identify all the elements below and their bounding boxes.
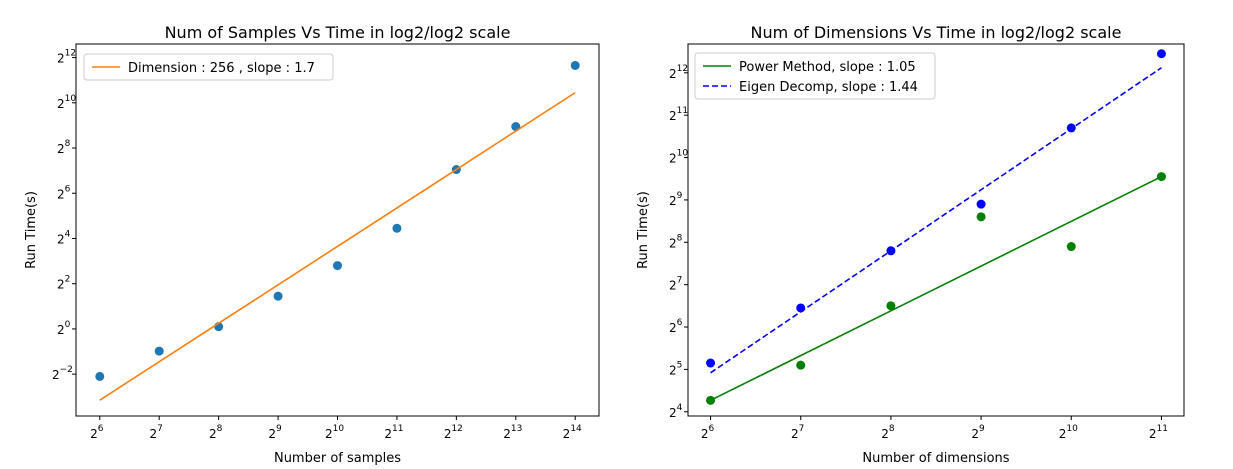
y-axis-label: Run Time(s) (636, 191, 651, 269)
x-tick-label: 211 (384, 424, 403, 441)
x-tick-label: 210 (1059, 424, 1078, 441)
y-tick-label: 212 (57, 49, 76, 66)
x-tick-label: 28 (209, 424, 223, 441)
data-point (886, 301, 896, 311)
x-tick-label: 27 (791, 424, 804, 441)
data-point (392, 223, 402, 233)
x-tick-label: 29 (268, 424, 282, 441)
x-axis-label: Number of samples (274, 451, 401, 466)
series-1 (95, 60, 580, 381)
y-tick-label: 212 (669, 64, 688, 81)
x-tick-label: 214 (563, 424, 582, 441)
data-point (333, 261, 342, 271)
data-point (706, 358, 716, 368)
legend-box (694, 52, 936, 100)
chart-title: Num of Dimensions Vs Time in log2/log2 s… (751, 23, 1122, 42)
fit-line (710, 175, 1162, 402)
legend: Power Method, slope : 1.05 Eigen Decomp, … (694, 52, 936, 100)
x-tick-label: 28 (881, 424, 895, 441)
y-tick-label: 28 (57, 139, 71, 156)
chart-title: Num of Samples Vs Time in log2/log2 scal… (165, 23, 511, 42)
x-tick-label: 210 (325, 424, 344, 441)
fit-line (99, 91, 576, 401)
fit-line (710, 67, 1162, 374)
chart-1: Num of Samples Vs Time in log2/log2 scal… (24, 23, 600, 466)
data-point (273, 291, 283, 301)
series-1 (710, 175, 1162, 402)
y-axis-label: Run Time(s) (24, 191, 39, 269)
data-point (976, 199, 986, 209)
data-point (154, 346, 164, 356)
data-point (796, 303, 806, 313)
legend-label: Power Method, slope : 1.05 (739, 60, 916, 75)
legend: Dimension : 256 , slope : 1.7 (83, 53, 334, 81)
series-2 (710, 67, 1162, 374)
series-4 (706, 49, 1166, 368)
data-point (570, 60, 580, 70)
x-tick-label: 29 (971, 424, 985, 441)
data-point (1066, 242, 1076, 252)
data-point (706, 395, 716, 405)
y-tick-label: 26 (57, 184, 71, 201)
data-point (796, 360, 806, 370)
y-tick-label: 24 (669, 403, 683, 420)
data-point (95, 371, 105, 381)
axes-frame (687, 43, 1185, 417)
data-point (976, 212, 986, 222)
x-tick-label: 26 (90, 424, 104, 441)
y-tick-label: 26 (669, 318, 683, 335)
y-tick-label: 27 (669, 276, 682, 293)
series-2 (99, 91, 576, 401)
data-point (886, 246, 896, 256)
data-point (1156, 172, 1166, 182)
x-tick-label: 211 (1149, 424, 1168, 441)
y-tick-label: 210 (57, 94, 76, 111)
legend-label: Eigen Decomp, slope : 1.44 (739, 80, 918, 95)
y-tick-label: 25 (669, 360, 682, 377)
y-tick-label: 20 (57, 320, 71, 337)
y-tick-label: 2−2 (52, 365, 73, 382)
x-tick-label: 212 (444, 424, 463, 441)
legend-box (83, 53, 334, 81)
x-tick-label: 26 (701, 424, 715, 441)
y-tick-label: 210 (669, 149, 688, 166)
y-tick-label: 211 (669, 106, 688, 123)
chart-2: Num of Dimensions Vs Time in log2/log2 s… (636, 23, 1185, 466)
data-point (1066, 123, 1076, 133)
data-point (1156, 49, 1166, 59)
y-tick-label: 29 (669, 191, 683, 208)
x-tick-label: 27 (150, 424, 163, 441)
legend-label: Dimension : 256 , slope : 1.7 (128, 61, 315, 76)
y-tick-label: 24 (57, 229, 71, 246)
y-tick-label: 28 (669, 233, 683, 250)
series-3 (706, 172, 1166, 405)
y-tick-label: 22 (57, 275, 70, 292)
x-tick-label: 213 (503, 424, 522, 441)
x-axis-label: Number of dimensions (862, 451, 1009, 466)
axes-frame (75, 43, 600, 417)
